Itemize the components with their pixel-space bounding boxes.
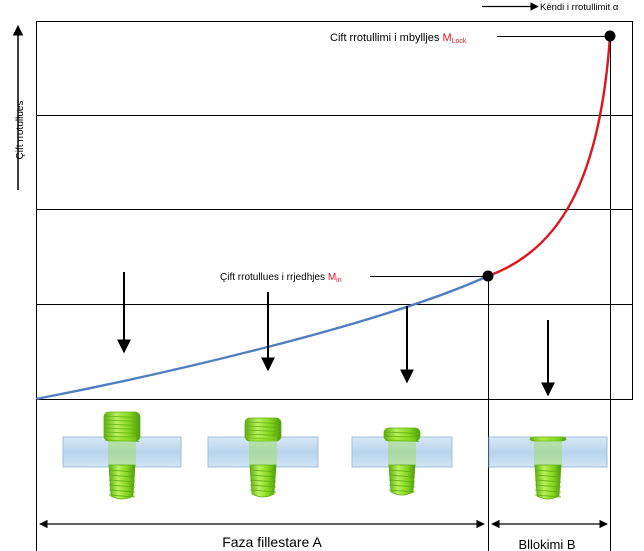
y-axis-label: Çift rrotullues: [15, 101, 26, 160]
prevailing-torque-label: Çift rrotullues i rrjedhjes Min: [220, 272, 342, 284]
prevailing-torque-text: Çift rrotullues i rrjedhjes: [220, 272, 328, 283]
phase-b-label: Bllokimi B: [518, 537, 575, 551]
phase-b-curve: [487, 35, 612, 278]
lock-torque-text: Cift rrotullimi i mbylljes: [330, 32, 442, 44]
prevailing-torque-symbol: M: [328, 272, 336, 283]
phase-a-label: Faza fillestare A: [222, 534, 322, 550]
screw-icon: [62, 411, 182, 500]
lock-torque-label: Cift rrotullimi i mbylljes MLock: [330, 32, 467, 45]
screw-icon: [351, 427, 453, 496]
illustration-panel: [36, 36, 611, 551]
screw-illustrations: [62, 411, 608, 500]
x-axis-label: Këndi i rrotullimit α: [540, 2, 619, 13]
force-arrows: [117, 272, 555, 397]
prevailing-torque-annotation: Çift rrotullues i rrjedhjes Min: [220, 272, 484, 284]
prevailing-torque-point: [482, 270, 494, 282]
lock-torque-annotation: Cift rrotullimi i mbylljes MLock: [330, 32, 605, 45]
prevailing-torque-subscript: in: [336, 277, 342, 284]
phase-a-curve: [35, 274, 489, 401]
lock-torque-symbol: M: [442, 32, 451, 44]
screw-icon: [207, 417, 319, 498]
lock-torque-subscript: Lock: [452, 38, 467, 45]
screw-icon: [488, 436, 608, 500]
chart-frame: [36, 21, 633, 400]
gridlines: [36, 115, 632, 305]
